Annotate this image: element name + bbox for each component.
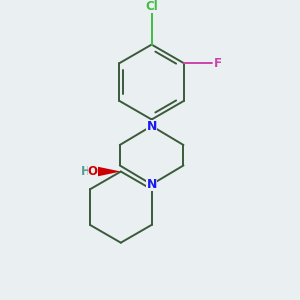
Text: N: N: [146, 119, 157, 133]
Text: F: F: [214, 57, 222, 70]
Text: Cl: Cl: [145, 0, 158, 14]
Polygon shape: [93, 166, 121, 177]
Text: N: N: [146, 178, 157, 191]
Text: O: O: [88, 165, 98, 178]
Text: H: H: [81, 165, 91, 178]
